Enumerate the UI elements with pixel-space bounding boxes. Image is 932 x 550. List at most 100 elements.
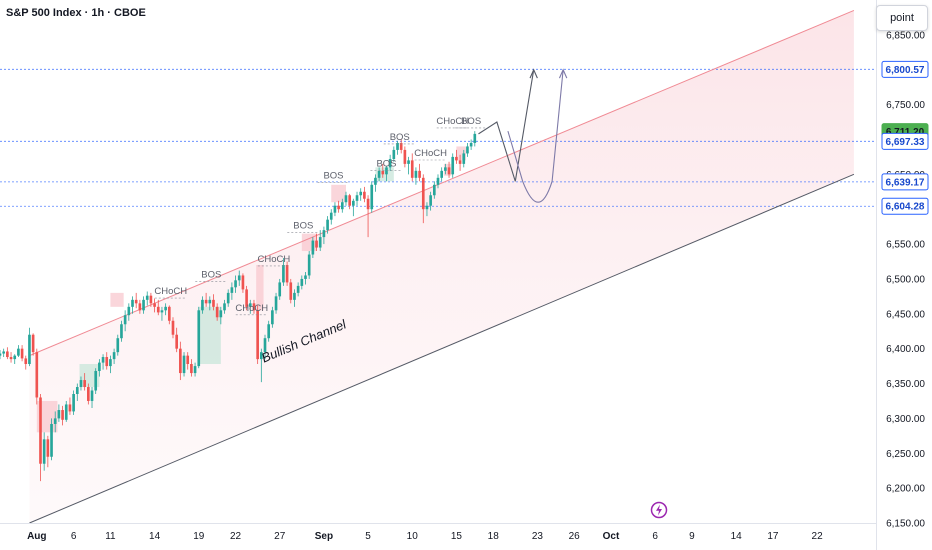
candle bbox=[226, 289, 230, 307]
candle bbox=[142, 296, 145, 314]
candle bbox=[39, 393, 42, 482]
svg-text:6,604.28: 6,604.28 bbox=[886, 202, 925, 213]
candle bbox=[282, 258, 285, 286]
x-tick-label: 5 bbox=[365, 531, 371, 542]
y-tick-label: 6,300.00 bbox=[886, 414, 925, 425]
projection-path-2 bbox=[507, 69, 564, 203]
candle bbox=[252, 299, 256, 314]
candle bbox=[94, 368, 98, 394]
candle bbox=[300, 275, 304, 290]
structure-zone bbox=[256, 264, 264, 311]
candle bbox=[359, 188, 363, 201]
x-tick-label: 9 bbox=[689, 531, 695, 542]
x-tick-label: 18 bbox=[488, 531, 500, 542]
candle bbox=[363, 186, 366, 203]
candle bbox=[35, 348, 39, 405]
structure-zone bbox=[443, 163, 452, 176]
candle bbox=[466, 142, 469, 157]
structure-label: CHoCH bbox=[414, 148, 447, 159]
candle bbox=[138, 299, 142, 314]
candle bbox=[278, 278, 282, 300]
candle bbox=[105, 352, 109, 370]
channel-fill bbox=[29, 10, 854, 523]
candle bbox=[179, 341, 182, 381]
candle bbox=[366, 195, 370, 238]
y-tick-label: 6,500.00 bbox=[886, 274, 925, 285]
structure-zone bbox=[331, 184, 346, 203]
candle bbox=[145, 291, 149, 306]
candle bbox=[241, 273, 245, 293]
price-level-badge: 6,800.57 bbox=[881, 60, 929, 78]
candle bbox=[234, 275, 237, 293]
candle bbox=[322, 226, 326, 245]
candle bbox=[462, 149, 466, 168]
candle bbox=[392, 146, 396, 162]
chart-title: S&P 500 Index · 1h · CBOE bbox=[6, 7, 146, 19]
candle bbox=[344, 191, 348, 206]
candle bbox=[285, 261, 289, 286]
candle bbox=[403, 146, 407, 168]
candle bbox=[447, 161, 451, 178]
candle bbox=[201, 296, 204, 314]
x-tick-label: 6 bbox=[71, 531, 77, 542]
candle bbox=[208, 296, 212, 311]
candle bbox=[263, 334, 267, 360]
candle bbox=[352, 198, 355, 217]
candle bbox=[79, 376, 83, 391]
candle bbox=[61, 405, 64, 426]
svg-text:6,639.17: 6,639.17 bbox=[886, 177, 925, 188]
structure-label: BOS bbox=[390, 132, 410, 143]
candle bbox=[175, 327, 178, 353]
candle bbox=[182, 352, 186, 377]
candle bbox=[418, 163, 421, 182]
candle bbox=[156, 299, 160, 316]
point-button[interactable]: point bbox=[876, 5, 928, 31]
candle bbox=[31, 333, 35, 356]
x-tick-label: 6 bbox=[652, 531, 658, 542]
candle bbox=[223, 299, 226, 314]
x-tick-label: 14 bbox=[149, 531, 161, 542]
candle bbox=[370, 181, 374, 213]
candle bbox=[127, 303, 131, 321]
structure-label: CHoCH bbox=[436, 116, 469, 127]
candle bbox=[57, 404, 61, 422]
candle bbox=[134, 292, 138, 309]
candle bbox=[230, 282, 234, 300]
structure-label: CHoCH bbox=[257, 254, 290, 265]
candle bbox=[6, 347, 9, 360]
candle bbox=[333, 202, 337, 217]
candle bbox=[260, 348, 263, 383]
candle bbox=[469, 139, 473, 150]
svg-text:6,800.57: 6,800.57 bbox=[886, 65, 925, 76]
x-tick-label: Sep bbox=[315, 531, 333, 542]
price-level-badge: 6,604.28 bbox=[881, 197, 929, 215]
structure-label: BOS bbox=[376, 158, 396, 169]
candle bbox=[421, 174, 425, 224]
candle bbox=[444, 163, 447, 175]
y-tick-label: 6,450.00 bbox=[886, 309, 925, 320]
structure-label: BOS bbox=[461, 116, 481, 127]
candle bbox=[414, 167, 418, 185]
candle bbox=[296, 282, 300, 297]
candle bbox=[311, 237, 315, 259]
flash-icon[interactable] bbox=[650, 501, 668, 519]
x-tick-label: 11 bbox=[105, 531, 116, 542]
candle bbox=[123, 310, 127, 332]
y-tick-label: 6,400.00 bbox=[886, 344, 925, 355]
structure-label: BOS bbox=[293, 221, 313, 232]
structure-label: CHoCH bbox=[154, 286, 187, 297]
candle bbox=[473, 131, 477, 147]
candle bbox=[326, 216, 329, 234]
candle bbox=[42, 432, 46, 471]
candle bbox=[120, 320, 123, 342]
candle bbox=[2, 348, 6, 358]
candle bbox=[289, 278, 293, 304]
candle bbox=[153, 298, 156, 313]
candle bbox=[436, 174, 440, 189]
candle bbox=[377, 167, 381, 182]
candle bbox=[304, 271, 307, 285]
candle bbox=[171, 317, 175, 339]
candle bbox=[28, 327, 31, 367]
candle bbox=[274, 292, 278, 314]
